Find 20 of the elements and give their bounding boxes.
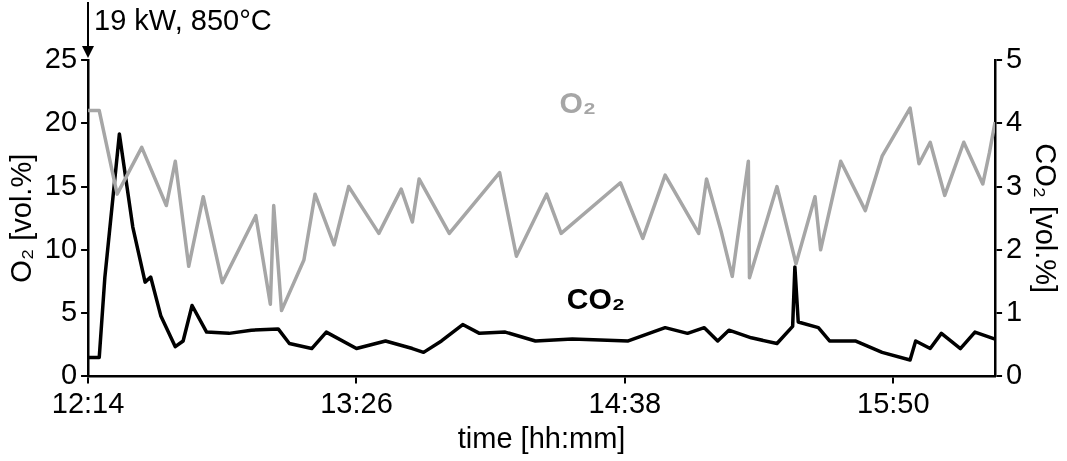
y2-tick-label: 3 [1006, 168, 1023, 201]
x-tick-label: 14:38 [588, 386, 662, 419]
series-label: CO₂ [566, 281, 626, 315]
text: 19 kW, 850°C [94, 4, 272, 36]
y2-axis-title: CO₂ [vol.%] [1029, 143, 1062, 294]
y2-tick-label: 0 [1006, 358, 1023, 391]
x-tick-label: 15:50 [857, 386, 930, 419]
y-tick-label: 20 [44, 105, 78, 138]
y2-tick-label: 1 [1006, 295, 1023, 328]
y-axis-title: O₂ [vol.%] [5, 153, 38, 283]
y-tick-label: 5 [60, 295, 78, 328]
x-axis-title: time [hh:mm] [457, 421, 626, 454]
y2-tick-label: 4 [1006, 105, 1023, 138]
y2-tick-label: 5 [1006, 42, 1023, 74]
text: O₂ [559, 85, 597, 119]
x-tick-label: 13:26 [320, 386, 393, 419]
y-tick-label: 10 [44, 231, 78, 264]
y2-tick-label: 2 [1006, 231, 1023, 264]
y-tick-label: 25 [44, 42, 78, 74]
y-tick-label: 15 [44, 168, 78, 201]
